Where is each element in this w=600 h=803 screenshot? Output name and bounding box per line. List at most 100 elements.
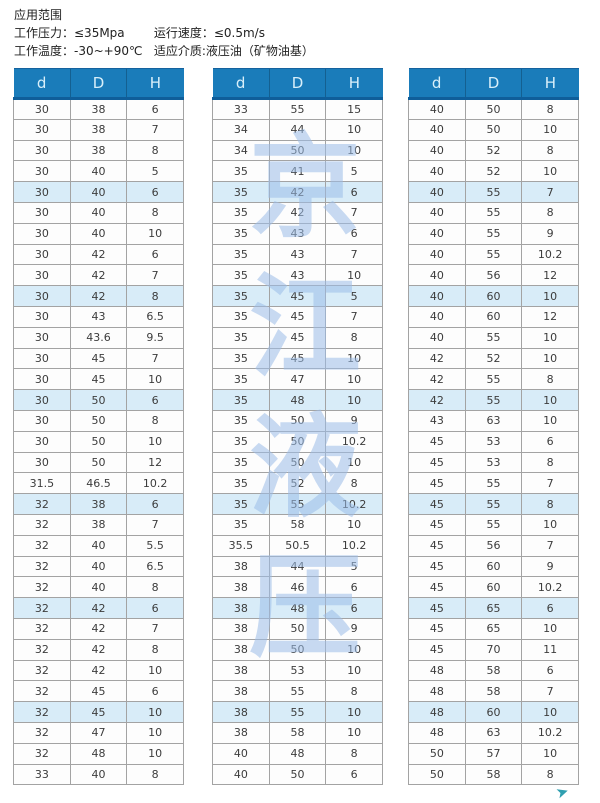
table-row: 35 43 6 [212, 222, 383, 245]
table-cell: 6 [126, 98, 184, 120]
table-cell: 7 [521, 181, 579, 203]
application-range-title: 应用范围 [14, 8, 63, 22]
table-cell: 30 [13, 368, 71, 391]
table-cell: 60 [464, 555, 523, 578]
table-cell: 5 [126, 160, 184, 183]
table-row: 35 43 7 [212, 243, 383, 266]
table-row: 30 38 7 [13, 118, 184, 141]
table-cell: 8 [126, 763, 184, 786]
table-row: 40 55 10 [408, 326, 579, 349]
table-cell: 63 [464, 409, 523, 432]
table-cell: 30 [13, 451, 71, 474]
table-cell: 40 [408, 285, 466, 307]
table-cell: 30 [13, 222, 71, 245]
table-row: 45 60 9 [408, 555, 579, 578]
table-row: 40 55 8 [408, 201, 579, 224]
table-cell: 11 [521, 638, 579, 661]
table-cell: 55 [268, 98, 327, 120]
table-row: 30 42 7 [13, 264, 184, 287]
table-cell: 10 [521, 409, 579, 432]
table-row: 32 45 10 [13, 701, 184, 723]
table-cell: 30 [13, 201, 71, 224]
table-row: 40 60 10 [408, 285, 579, 307]
table-cell: 55 [464, 222, 523, 245]
table-cell: 45 [268, 326, 327, 349]
table-cell: 70 [464, 638, 523, 661]
table-row: 40 56 12 [408, 264, 579, 287]
table-cell: 8 [325, 326, 383, 349]
table-cell: 35 [212, 201, 270, 224]
table-cell: 52 [464, 160, 523, 183]
table-cell: 50 [268, 763, 327, 786]
table-cell: 42 [69, 617, 128, 640]
table-cell: 6 [521, 659, 579, 682]
table-cell: 42 [69, 638, 128, 661]
table-cell: 8 [126, 201, 184, 224]
table-row: 42 52 10 [408, 347, 579, 370]
table-row: 45 65 10 [408, 617, 579, 640]
table-cell: 45 [408, 472, 466, 495]
table-cell: 44 [268, 555, 327, 578]
table-cell: 40 [408, 118, 466, 141]
col-header-D: D [464, 68, 522, 100]
table-cell: 48 [268, 597, 327, 619]
table-row: 50 57 10 [408, 742, 579, 765]
table-row: 32 38 7 [13, 513, 184, 536]
table-cell: 6 [126, 680, 184, 703]
table-cell: 65 [464, 617, 523, 640]
table-cell: 45 [408, 576, 466, 599]
table-cell: 6.5 [126, 305, 184, 328]
table-cell: 50 [69, 451, 128, 474]
table-cell: 35 [212, 305, 270, 328]
table-row: 45 60 10.2 [408, 576, 579, 599]
table-cell: 10 [126, 659, 184, 682]
table-cell: 35 [212, 222, 270, 245]
table-cell: 45 [69, 680, 128, 703]
table-row: 35 45 5 [212, 285, 383, 307]
table-cell: 32 [13, 659, 71, 682]
table-row: 38 55 10 [212, 701, 383, 723]
table-cell: 50 [69, 430, 128, 453]
table-cell: 46.5 [69, 472, 128, 495]
table-cell: 50 [464, 98, 523, 120]
running-speed: 运行速度：≤0.5m/s [153, 26, 265, 40]
table-cell: 10 [126, 742, 184, 765]
table-cell: 45 [268, 305, 327, 328]
table-cell: 38 [212, 617, 270, 640]
table-cell: 34 [212, 139, 270, 162]
table-cell: 7 [126, 347, 184, 370]
table-cell: 58 [268, 513, 327, 536]
table-cell: 30 [13, 139, 71, 162]
table-cell: 60 [464, 305, 523, 328]
table-cell: 15 [325, 98, 383, 120]
table-cell: 8 [126, 409, 184, 432]
table-cell: 10 [126, 368, 184, 391]
table-row: 48 58 7 [408, 680, 579, 703]
table-cell: 38 [212, 576, 270, 599]
table-cell: 50.5 [268, 534, 327, 557]
table-cell: 35 [212, 451, 270, 474]
table-row: 30 45 10 [13, 368, 184, 391]
table-cell: 40 [408, 201, 466, 224]
table-cell: 35 [212, 243, 270, 266]
table-cell: 38 [212, 555, 270, 578]
table-row: 45 70 11 [408, 638, 579, 661]
table-cell: 10 [126, 721, 184, 744]
table-row: 40 60 12 [408, 305, 579, 328]
table-cell: 45 [408, 555, 466, 578]
table-row: 30 42 6 [13, 243, 184, 266]
table-cell: 10.2 [325, 430, 383, 453]
table-cell: 32 [13, 493, 71, 515]
table-cell: 30 [13, 98, 71, 120]
table-row: 32 42 8 [13, 638, 184, 661]
table-cell: 43 [69, 305, 128, 328]
table-cell: 45 [69, 368, 128, 391]
table-cell: 55 [464, 181, 523, 203]
table-row: 30 43 6.5 [13, 305, 184, 328]
table-cell: 42 [69, 659, 128, 682]
table-row: 35 47 10 [212, 368, 383, 391]
table-row: 30 40 8 [13, 201, 184, 224]
table-row: 35 55 10.2 [212, 493, 383, 515]
table-cell: 40 [69, 181, 128, 203]
